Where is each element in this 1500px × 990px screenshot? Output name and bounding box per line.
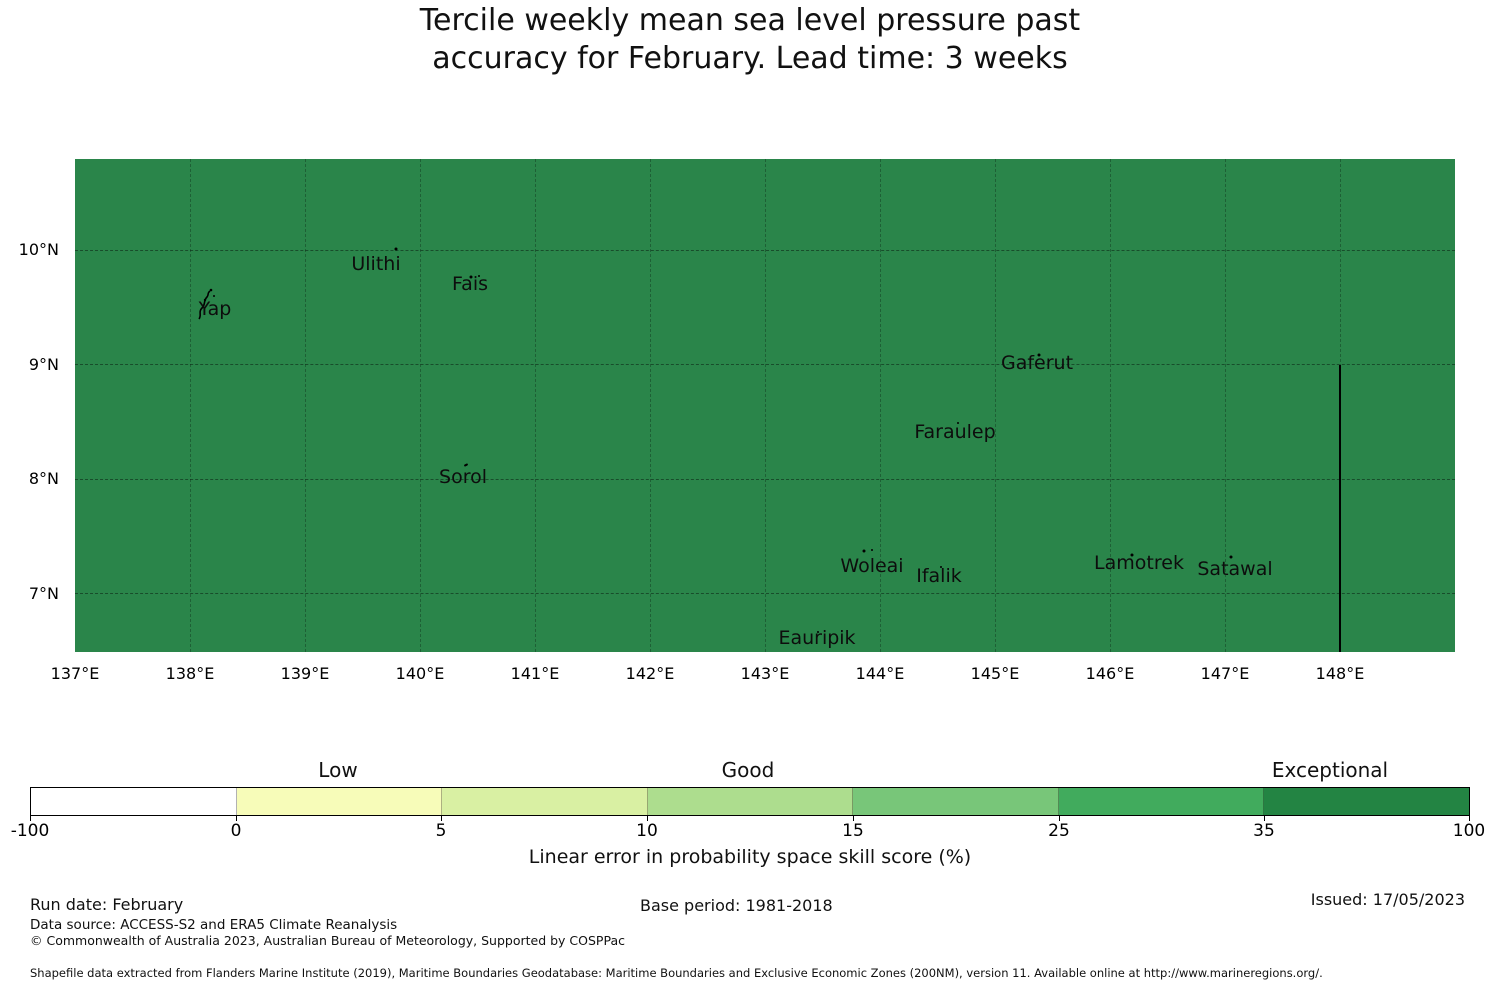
gridline-146e [1110,159,1111,652]
colorbar-segment-2 [236,788,443,815]
gridline-138e [190,159,191,652]
x-tick-141e: 141°E [510,664,560,683]
island-dot-faraulep [957,422,959,424]
colorbar-tick-0: 0 [230,821,242,841]
colorbar-segment-6 [1058,788,1265,815]
gridline-10n [75,250,1455,251]
colorbar-tick-10: 10 [636,821,658,841]
issued-text: Issued: 17/05/2023 [1310,890,1465,909]
colorbar-caption: Linear error in probability space skill … [528,846,972,868]
colorbar [30,787,1470,816]
chart-title: Tercile weekly mean sea level pressure p… [0,2,1500,78]
island-dot-ulithi [394,247,398,251]
island-dot-lamotrek [1130,553,1134,557]
x-tick-138e: 138°E [165,664,215,683]
x-tick-147e: 147°E [1200,664,1250,683]
colorbar-tick-35: 35 [1253,821,1275,841]
island-dot-woleai-2 [871,549,873,551]
island-label-gaferut: Gaferut [1000,352,1074,374]
colorbar-tick--100: -100 [10,821,50,841]
y-tick-10n: 10°N [18,240,59,259]
colorbar-segment-1 [31,788,237,815]
run-date-text: Run date: February [30,895,184,914]
yap-island-outline [198,288,215,320]
x-tick-139e: 139°E [280,664,330,683]
colorbar-segment-5 [853,788,1059,815]
gridline-139e [305,159,306,652]
x-tick-140e: 140°E [395,664,445,683]
x-tick-148e: 148°E [1315,664,1365,683]
x-tick-137e: 137°E [50,664,100,683]
x-tick-142e: 142°E [625,664,675,683]
colorbar-tickmark [853,816,854,821]
colorbar-tickmark [1059,816,1060,821]
island-dot-fais [469,275,473,279]
x-tick-146e: 146°E [1085,664,1135,683]
chart-title-line2: accuracy for February. Lead time: 3 week… [432,41,1068,76]
island-dot-gaferut [1037,353,1041,357]
colorbar-segment-4 [647,788,854,815]
colorbar-tick-100: 100 [1452,821,1486,841]
x-tick-144e: 144°E [855,664,905,683]
colorbar-label-good: Good [721,758,775,782]
shapefile-attribution-text: Shapefile data extracted from Flanders M… [30,966,1323,980]
colorbar-segment-7 [1264,788,1470,815]
gridline-144e [880,159,881,652]
island-label-sorol: Sorol [439,466,487,488]
gridline-141e [535,159,536,652]
island-label-woleai: Woleai [840,555,904,577]
island-label-ifalik: Ifalik [916,565,962,587]
island-label-yap: Yap [198,298,232,320]
island-label-fais: Fais [451,273,489,295]
eez-boundary-line [1339,365,1341,652]
gridline-140e [420,159,421,652]
colorbar-tickmark [1469,816,1470,821]
colorbar-tickmark [441,816,442,821]
colorbar-label-low: Low [318,758,358,782]
x-tick-145e: 145°E [970,664,1020,683]
y-tick-9n: 9°N [28,355,59,374]
gridline-147e [1225,159,1226,652]
island-dot-woleai [862,549,866,553]
colorbar-tick-15: 15 [842,821,864,841]
y-tick-8n: 8°N [28,469,59,488]
gridline-8n [75,479,1455,480]
island-dot-fais-2 [478,275,480,277]
copyright-text: © Commonwealth of Australia 2023, Austra… [30,933,625,948]
colorbar-tickmark [236,816,237,821]
map-panel: Yap Ulithi Fais Sorol Gaferut Faraulep W… [75,159,1455,652]
colorbar-tickmark [30,816,31,821]
chart-title-line1: Tercile weekly mean sea level pressure p… [419,3,1081,38]
gridline-145e [995,159,996,652]
island-dot-eauripik [817,631,819,633]
gridline-9n [75,364,1455,365]
island-label-satawal: Satawal [1197,558,1273,580]
x-tick-143e: 143°E [740,664,790,683]
gridline-143e [765,159,766,652]
colorbar-tickmark [647,816,648,821]
island-label-lamotrek: Lamotrek [1094,552,1184,574]
colorbar-label-exceptional: Exceptional [1271,758,1389,782]
data-source-text: Data source: ACCESS-S2 and ERA5 Climate … [30,917,398,933]
island-label-eauripik: Eauripik [778,627,856,649]
colorbar-tick-5: 5 [435,821,447,841]
colorbar-tickmark [1264,816,1265,821]
y-tick-7n: 7°N [28,584,59,603]
colorbar-segment-3 [442,788,648,815]
island-dot-ifalik [940,566,942,568]
island-dot-satawal [1229,555,1233,559]
gridline-142e [650,159,651,652]
island-label-faraulep: Faraulep [914,421,996,443]
colorbar-tick-25: 25 [1048,821,1070,841]
base-period-text: Base period: 1981-2018 [640,896,833,915]
island-label-ulithi: Ulithi [351,253,401,275]
gridline-7n [75,593,1455,594]
